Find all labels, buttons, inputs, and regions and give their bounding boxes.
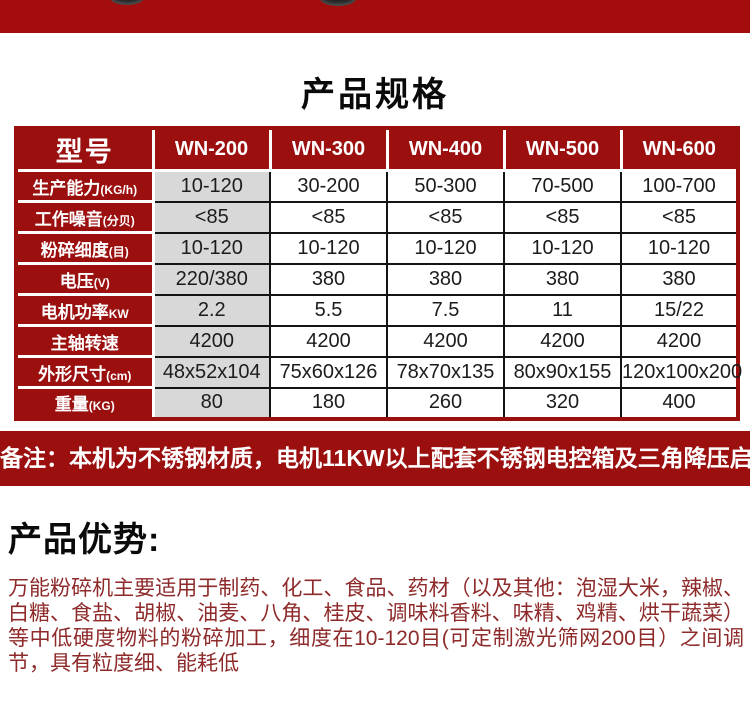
row-label: 工作噪音(分贝) — [14, 200, 155, 234]
row-label-text: 主轴转速 — [50, 333, 119, 353]
spec-cell: 50-300 — [386, 169, 505, 203]
row-label-unit: (KG) — [88, 399, 115, 414]
row-label-text: 重量 — [54, 395, 89, 415]
spec-cell: 10-120 — [152, 231, 271, 265]
row-dimensions: 外形尺寸(cm) 48x52x104 75x60x126 78x70x135 8… — [14, 355, 742, 389]
spec-cell: 75x60x126 — [269, 355, 388, 389]
spec-cell: 380 — [386, 262, 505, 296]
row-label: 外形尺寸(cm) — [14, 355, 155, 389]
row-label-unit: KW — [108, 306, 129, 321]
spec-cell: 4200 — [620, 324, 739, 358]
row-label-unit: (V) — [93, 275, 110, 290]
row-label-text: 电机功率 — [40, 302, 109, 322]
spec-cell: 400 — [620, 386, 739, 420]
spec-table: 型号 WN-200 WN-300 WN-400 WN-500 WN-600 生产… — [14, 126, 742, 421]
spec-cell: <85 — [503, 200, 622, 234]
row-label: 主轴转速 — [14, 324, 155, 358]
row-label: 粉碎细度(目) — [14, 231, 155, 265]
row-label: 电机功率KW — [14, 293, 155, 327]
spec-cell: 5.5 — [269, 293, 388, 327]
spec-cell: 4200 — [152, 324, 271, 358]
header-wn200: WN-200 — [151, 126, 272, 172]
row-weight: 重量(KG) 80 180 260 320 400 — [14, 386, 739, 420]
spec-cell: 180 — [269, 386, 388, 420]
spec-cell: <85 — [620, 200, 739, 234]
row-label-unit: (目) — [108, 244, 129, 259]
spec-cell: 48x52x104 — [152, 355, 271, 389]
cutoff-photo-remnant-left — [110, 0, 144, 5]
spec-cell: 380 — [620, 262, 739, 296]
spec-cell: 4200 — [503, 324, 622, 358]
row-label-text: 工作噪音 — [34, 209, 103, 229]
spec-cell: 220/380 — [152, 262, 271, 296]
spec-cell: 10-120 — [620, 231, 739, 265]
row-working-noise: 工作噪音(分贝) <85 <85 <85 <85 <85 — [14, 200, 739, 234]
row-voltage: 电压(V) 220/380 380 380 380 380 — [14, 262, 739, 296]
spec-cell: 380 — [269, 262, 388, 296]
spec-cell: 380 — [503, 262, 622, 296]
header-wn300: WN-300 — [268, 126, 389, 172]
spec-cell: 100-700 — [620, 169, 739, 203]
spec-cell: 11 — [503, 293, 622, 327]
row-motor-power: 电机功率KW 2.2 5.5 7.5 11 15/22 — [14, 293, 739, 327]
spec-cell: <85 — [386, 200, 505, 234]
row-label: 生产能力(KG/h) — [14, 169, 155, 203]
row-label-text: 粉碎细度 — [40, 240, 109, 260]
row-label: 重量(KG) — [14, 386, 155, 420]
spec-cell: 10-120 — [386, 231, 505, 265]
row-label-text: 电压 — [59, 271, 94, 291]
spec-cell: 70-500 — [503, 169, 622, 203]
page-title: 产品规格 — [301, 76, 449, 114]
spec-header-row: 型号 WN-200 WN-300 WN-400 WN-500 WN-600 — [14, 126, 740, 172]
row-label-text: 外形尺寸 — [38, 364, 107, 384]
spec-cell: <85 — [152, 200, 271, 234]
spec-cell: 15/22 — [620, 293, 739, 327]
header-model: 型号 — [14, 126, 155, 172]
spec-cell: 30-200 — [269, 169, 388, 203]
row-label-unit: (KG/h) — [100, 182, 138, 197]
spec-cell: 320 — [503, 386, 622, 420]
advantages-paragraph: 万能粉碎机主要适用于制药、化工、食品、药材（以及其他：泡湿大米，辣椒、白糖、食盐… — [8, 576, 744, 675]
spec-cell: 2.2 — [152, 293, 271, 327]
row-label-unit: (cm) — [106, 368, 132, 383]
spec-cell: 78x70x135 — [386, 355, 505, 389]
row-spindle-speed: 主轴转速 4200 4200 4200 4200 4200 — [14, 324, 739, 358]
row-label: 电压(V) — [14, 262, 155, 296]
header-wn400: WN-400 — [385, 126, 506, 172]
spec-cell: 4200 — [269, 324, 388, 358]
spec-cell: 7.5 — [386, 293, 505, 327]
row-label-unit: (分贝) — [102, 213, 135, 228]
row-crushing-fineness: 粉碎细度(目) 10-120 10-120 10-120 10-120 10-1… — [14, 231, 739, 265]
spec-cell: 10-120 — [269, 231, 388, 265]
spec-cell: 10-120 — [503, 231, 622, 265]
spec-cell: 10-120 — [152, 169, 271, 203]
spec-cell: 120x100x200 — [620, 355, 742, 389]
cutoff-photo-remnant-right — [320, 0, 356, 6]
top-red-band — [0, 0, 750, 33]
spec-cell: 4200 — [386, 324, 505, 358]
spec-cell: <85 — [269, 200, 388, 234]
row-production-capacity: 生产能力(KG/h) 10-120 30-200 50-300 70-500 1… — [14, 169, 739, 203]
advantages-section: 产品优势: 万能粉碎机主要适用于制药、化工、食品、药材（以及其他：泡湿大米，辣椒… — [0, 512, 750, 676]
spec-cell: 260 — [386, 386, 505, 420]
advantages-title: 产品优势: — [8, 520, 161, 559]
row-label-text: 生产能力 — [32, 178, 101, 198]
spec-cell: 80 — [152, 386, 271, 420]
remarks-banner: 备注：本机为不锈钢材质，电机11KW以上配套不锈钢电控箱及三角降压启动 — [0, 430, 750, 486]
header-wn600: WN-600 — [619, 126, 740, 172]
header-wn500: WN-500 — [502, 126, 623, 172]
spec-cell: 80x90x155 — [503, 355, 622, 389]
